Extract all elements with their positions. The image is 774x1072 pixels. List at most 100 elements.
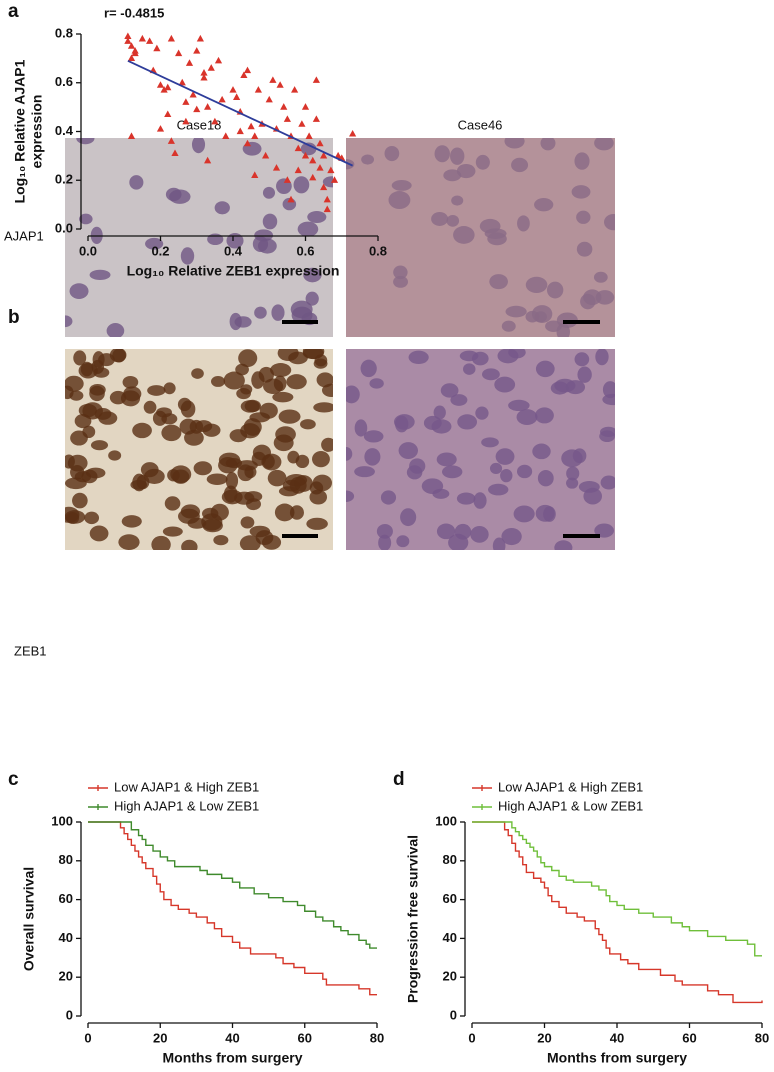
nucleus	[602, 381, 615, 399]
nucleus	[534, 197, 554, 212]
nucleus	[293, 176, 310, 194]
point	[127, 42, 136, 49]
nucleus	[273, 434, 294, 452]
nucleus	[193, 461, 213, 476]
nucleus	[378, 534, 392, 550]
nucleus	[434, 145, 450, 163]
nucleus	[261, 453, 282, 471]
legend-label: High AJAP1 & Low ZEB1	[114, 798, 259, 813]
nucleus	[364, 448, 381, 466]
point	[178, 78, 186, 86]
nucleus	[65, 454, 75, 469]
x-tick-label: 0	[84, 1030, 91, 1045]
nucleus	[287, 450, 300, 464]
nucleus	[369, 378, 384, 389]
x-tick-label: 40	[225, 1030, 239, 1045]
point	[280, 103, 288, 110]
point	[167, 34, 175, 42]
nucleus	[409, 458, 426, 474]
y-axis-label: Progression free survival	[405, 835, 421, 1003]
point	[182, 117, 190, 125]
nucleus	[481, 437, 499, 448]
micrograph	[65, 138, 333, 337]
point	[229, 86, 237, 93]
nucleus	[463, 363, 476, 375]
point	[204, 156, 212, 164]
nucleus	[384, 145, 400, 162]
nucleus	[251, 371, 265, 389]
nucleus	[65, 477, 87, 490]
nucleus	[354, 466, 375, 478]
panel-label: c	[8, 769, 19, 790]
nucleus	[316, 372, 333, 388]
nucleus	[396, 535, 410, 548]
point	[320, 151, 328, 159]
nuclei	[346, 349, 615, 550]
nucleus	[393, 275, 408, 288]
nucleus	[535, 407, 554, 424]
nucleus	[593, 271, 608, 283]
nucleus	[554, 378, 576, 393]
nucleus	[262, 186, 276, 199]
point	[269, 76, 277, 83]
nucleus	[398, 442, 418, 460]
nucleus	[191, 138, 206, 154]
point	[294, 166, 302, 174]
point	[193, 105, 201, 113]
y-tick-label: 40	[59, 930, 73, 945]
nucleus	[118, 534, 140, 550]
nucleus	[207, 233, 224, 246]
point	[146, 37, 154, 44]
nucleus	[361, 154, 375, 165]
y-axis-label: expression	[29, 95, 45, 169]
nucleus	[572, 448, 587, 464]
nucleus	[574, 152, 590, 170]
point	[185, 59, 194, 66]
nucleus	[475, 406, 489, 420]
nucleus	[577, 366, 592, 383]
point	[283, 176, 291, 183]
x-tick-label: 0	[468, 1030, 475, 1045]
nucleus	[191, 368, 204, 379]
nucleus	[69, 283, 89, 299]
point	[254, 86, 262, 93]
nucleus	[243, 418, 262, 436]
nucleus	[354, 419, 368, 437]
nucleus	[543, 506, 556, 522]
survival-curve	[88, 821, 377, 949]
y-tick-label: 60	[443, 891, 457, 906]
y-tick-label: 40	[443, 930, 457, 945]
nucleus	[576, 241, 593, 257]
nucleus	[254, 306, 267, 319]
nucleus	[294, 475, 313, 492]
micrograph	[346, 138, 615, 337]
x-tick-label: 20	[537, 1030, 551, 1045]
nucleus	[313, 358, 328, 369]
nucleus	[267, 469, 287, 487]
point	[301, 151, 310, 159]
nucleus	[300, 419, 316, 430]
fit-line	[127, 59, 354, 167]
nucleus	[312, 474, 332, 492]
nucleus	[98, 411, 118, 425]
point	[218, 95, 226, 103]
nucleus	[578, 481, 600, 493]
x-axis-label: Months from surgery	[162, 1050, 302, 1066]
nucleus	[272, 391, 294, 403]
nucleus	[84, 511, 100, 525]
point	[294, 144, 302, 152]
nucleus	[223, 371, 245, 390]
nucleus	[181, 539, 198, 550]
nucleus	[517, 215, 530, 232]
nucleus	[511, 157, 529, 173]
y-tick-label: 20	[443, 969, 457, 984]
nucleus	[482, 368, 500, 381]
nucleus	[79, 213, 93, 225]
point	[291, 86, 299, 93]
y-axis-label: Log₁₀ Relative AJAP1	[12, 59, 28, 203]
nucleus	[229, 312, 242, 331]
nucleus	[346, 385, 360, 404]
y-tick-label: 20	[59, 969, 73, 984]
nucleus	[436, 452, 457, 467]
